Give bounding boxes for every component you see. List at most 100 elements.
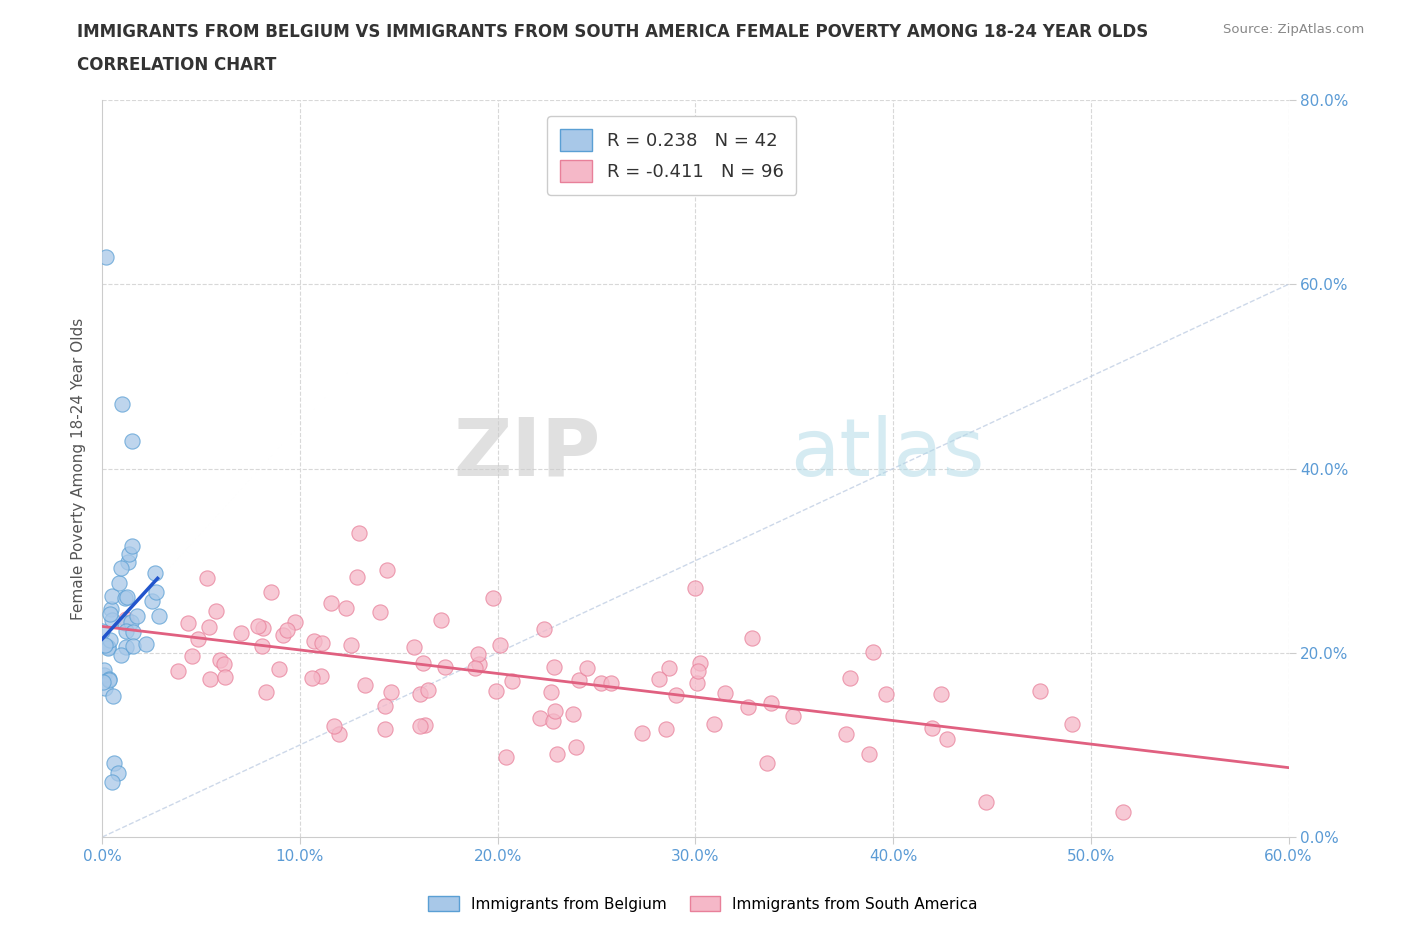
Point (1062, 717, 1084, 732)
Point (703, 717, 725, 732)
Point (370, 605, 392, 620)
Point (374, 698, 396, 713)
Point (141, 593, 163, 608)
Point (685, 581, 707, 596)
Text: CORRELATION CHART: CORRELATION CHART (77, 56, 277, 73)
Point (591, 675, 613, 690)
Point (121, 639, 143, 654)
Point (121, 538, 143, 553)
Point (858, 747, 880, 762)
Point (416, 683, 439, 698)
Point (135, 637, 157, 652)
Point (111, 396, 134, 411)
Point (655, 722, 678, 737)
Point (568, 672, 591, 687)
Point (464, 661, 486, 676)
Point (936, 732, 959, 747)
Point (94, 637, 117, 652)
Point (114, 615, 136, 630)
Point (115, 623, 138, 638)
Point (110, 647, 132, 662)
Point (94, 681, 117, 696)
Point (101, 688, 124, 703)
Point (741, 631, 763, 645)
Point (103, 756, 125, 771)
Legend: Immigrants from Belgium, Immigrants from South America: Immigrants from Belgium, Immigrants from… (422, 889, 984, 918)
Point (409, 719, 432, 734)
Point (467, 646, 489, 661)
Point (110, 561, 132, 576)
Point (434, 660, 457, 675)
Point (630, 725, 652, 740)
Point (145, 585, 167, 600)
Point (301, 671, 323, 685)
Point (100, 613, 122, 628)
Point (404, 640, 426, 655)
Point (501, 673, 523, 688)
Point (121, 625, 143, 640)
Point (495, 750, 517, 764)
Point (101, 775, 124, 790)
Point (260, 585, 283, 600)
Point (529, 711, 551, 725)
Text: Source: ZipAtlas.com: Source: ZipAtlas.com (1223, 23, 1364, 36)
Point (761, 696, 783, 711)
Point (921, 721, 943, 736)
Text: atlas: atlas (790, 415, 984, 493)
Point (98, 606, 121, 621)
Point (143, 565, 166, 580)
Point (1029, 684, 1052, 698)
Point (200, 671, 222, 686)
Point (115, 611, 138, 626)
Point (835, 726, 858, 741)
Point (686, 676, 709, 691)
Point (91, 624, 114, 639)
Point (714, 685, 737, 700)
Point (565, 740, 588, 755)
Point (96, 249, 118, 264)
Point (430, 612, 453, 627)
Point (214, 670, 236, 684)
Point (311, 635, 333, 650)
Point (546, 747, 568, 762)
Point (247, 618, 270, 633)
Point (212, 656, 235, 671)
Point (543, 659, 565, 674)
Point (100, 602, 122, 617)
Point (115, 640, 138, 655)
Point (346, 569, 368, 584)
Point (380, 684, 402, 699)
Point (114, 591, 136, 605)
Point (97, 641, 120, 656)
Point (120, 615, 142, 630)
Point (755, 755, 778, 770)
Text: ZIP: ZIP (453, 415, 600, 493)
Point (115, 590, 138, 604)
Point (323, 719, 346, 734)
Point (658, 660, 681, 675)
Point (468, 657, 491, 671)
Point (862, 645, 884, 660)
Point (100, 589, 122, 604)
Point (648, 671, 671, 686)
Point (349, 525, 371, 540)
Point (689, 656, 711, 671)
Point (254, 684, 277, 699)
Point (250, 639, 273, 654)
Point (117, 554, 139, 569)
Point (737, 699, 759, 714)
Point (340, 638, 363, 653)
Point (561, 707, 583, 722)
Point (125, 609, 148, 624)
Point (375, 563, 398, 578)
Point (97, 640, 120, 655)
Point (875, 686, 897, 701)
Point (544, 704, 567, 719)
Point (412, 656, 434, 671)
Point (485, 684, 508, 698)
Point (273, 628, 295, 643)
Point (195, 570, 218, 585)
Point (180, 649, 202, 664)
Point (489, 638, 512, 653)
Point (838, 671, 860, 685)
